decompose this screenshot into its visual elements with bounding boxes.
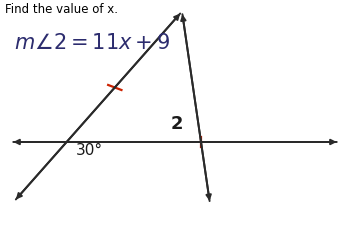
- Text: 2: 2: [170, 115, 183, 133]
- Text: 30°: 30°: [75, 143, 103, 158]
- Text: Find the value of x.: Find the value of x.: [5, 3, 118, 16]
- Text: $m\angle 2 = 11x + 9$: $m\angle 2 = 11x + 9$: [14, 33, 170, 53]
